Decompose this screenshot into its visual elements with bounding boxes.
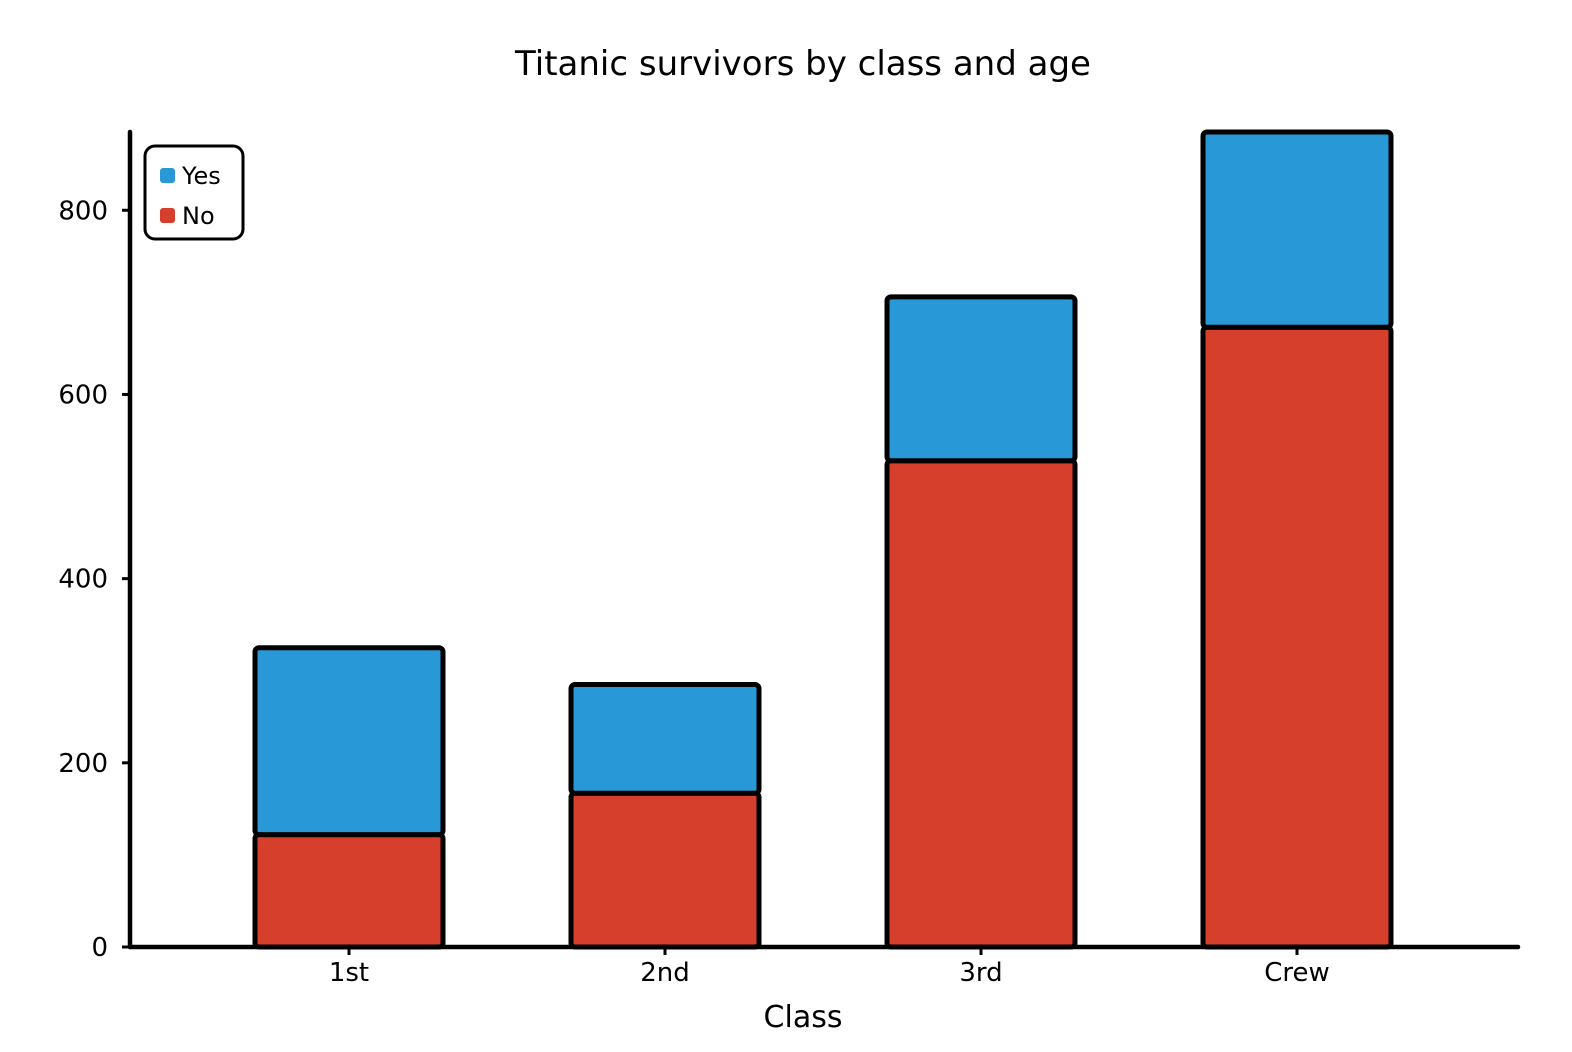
x-tick-label: 2nd — [640, 958, 690, 988]
axes-group — [127, 129, 1521, 950]
bar-2nd-no — [568, 790, 762, 950]
bar-2nd-yes — [568, 682, 762, 796]
x-tick-label: Crew — [1264, 958, 1330, 988]
x-axis-label: Class — [764, 1000, 843, 1035]
bar-3rd-no — [884, 458, 1078, 950]
legend-swatch-no — [160, 208, 175, 223]
legend: Yes No — [143, 144, 245, 241]
x-tick-label: 1st — [329, 958, 369, 988]
x-ticks-group: 1st 2nd 3rd Crew — [329, 947, 1330, 988]
chart-title: Titanic survivors by class and age — [514, 44, 1091, 84]
bar-crew-yes — [1200, 129, 1394, 330]
x-tick-label: 3rd — [959, 958, 1002, 988]
legend-swatch-yes — [160, 168, 175, 183]
bar-1st-yes — [252, 645, 446, 838]
bar-crew-no — [1200, 324, 1394, 950]
y-ticks-group: 0 200 400 600 800 — [58, 196, 130, 963]
y-tick-label: 800 — [58, 196, 108, 226]
y-tick-label: 0 — [91, 933, 108, 963]
y-tick-label: 200 — [58, 749, 108, 779]
bar-3rd-yes — [884, 294, 1078, 464]
y-tick-label: 600 — [58, 380, 108, 410]
legend-label-no: No — [182, 202, 215, 230]
bars-group — [252, 129, 1394, 950]
legend-label-yes: Yes — [181, 162, 221, 190]
y-tick-label: 400 — [58, 565, 108, 595]
bar-1st-no — [252, 832, 446, 950]
